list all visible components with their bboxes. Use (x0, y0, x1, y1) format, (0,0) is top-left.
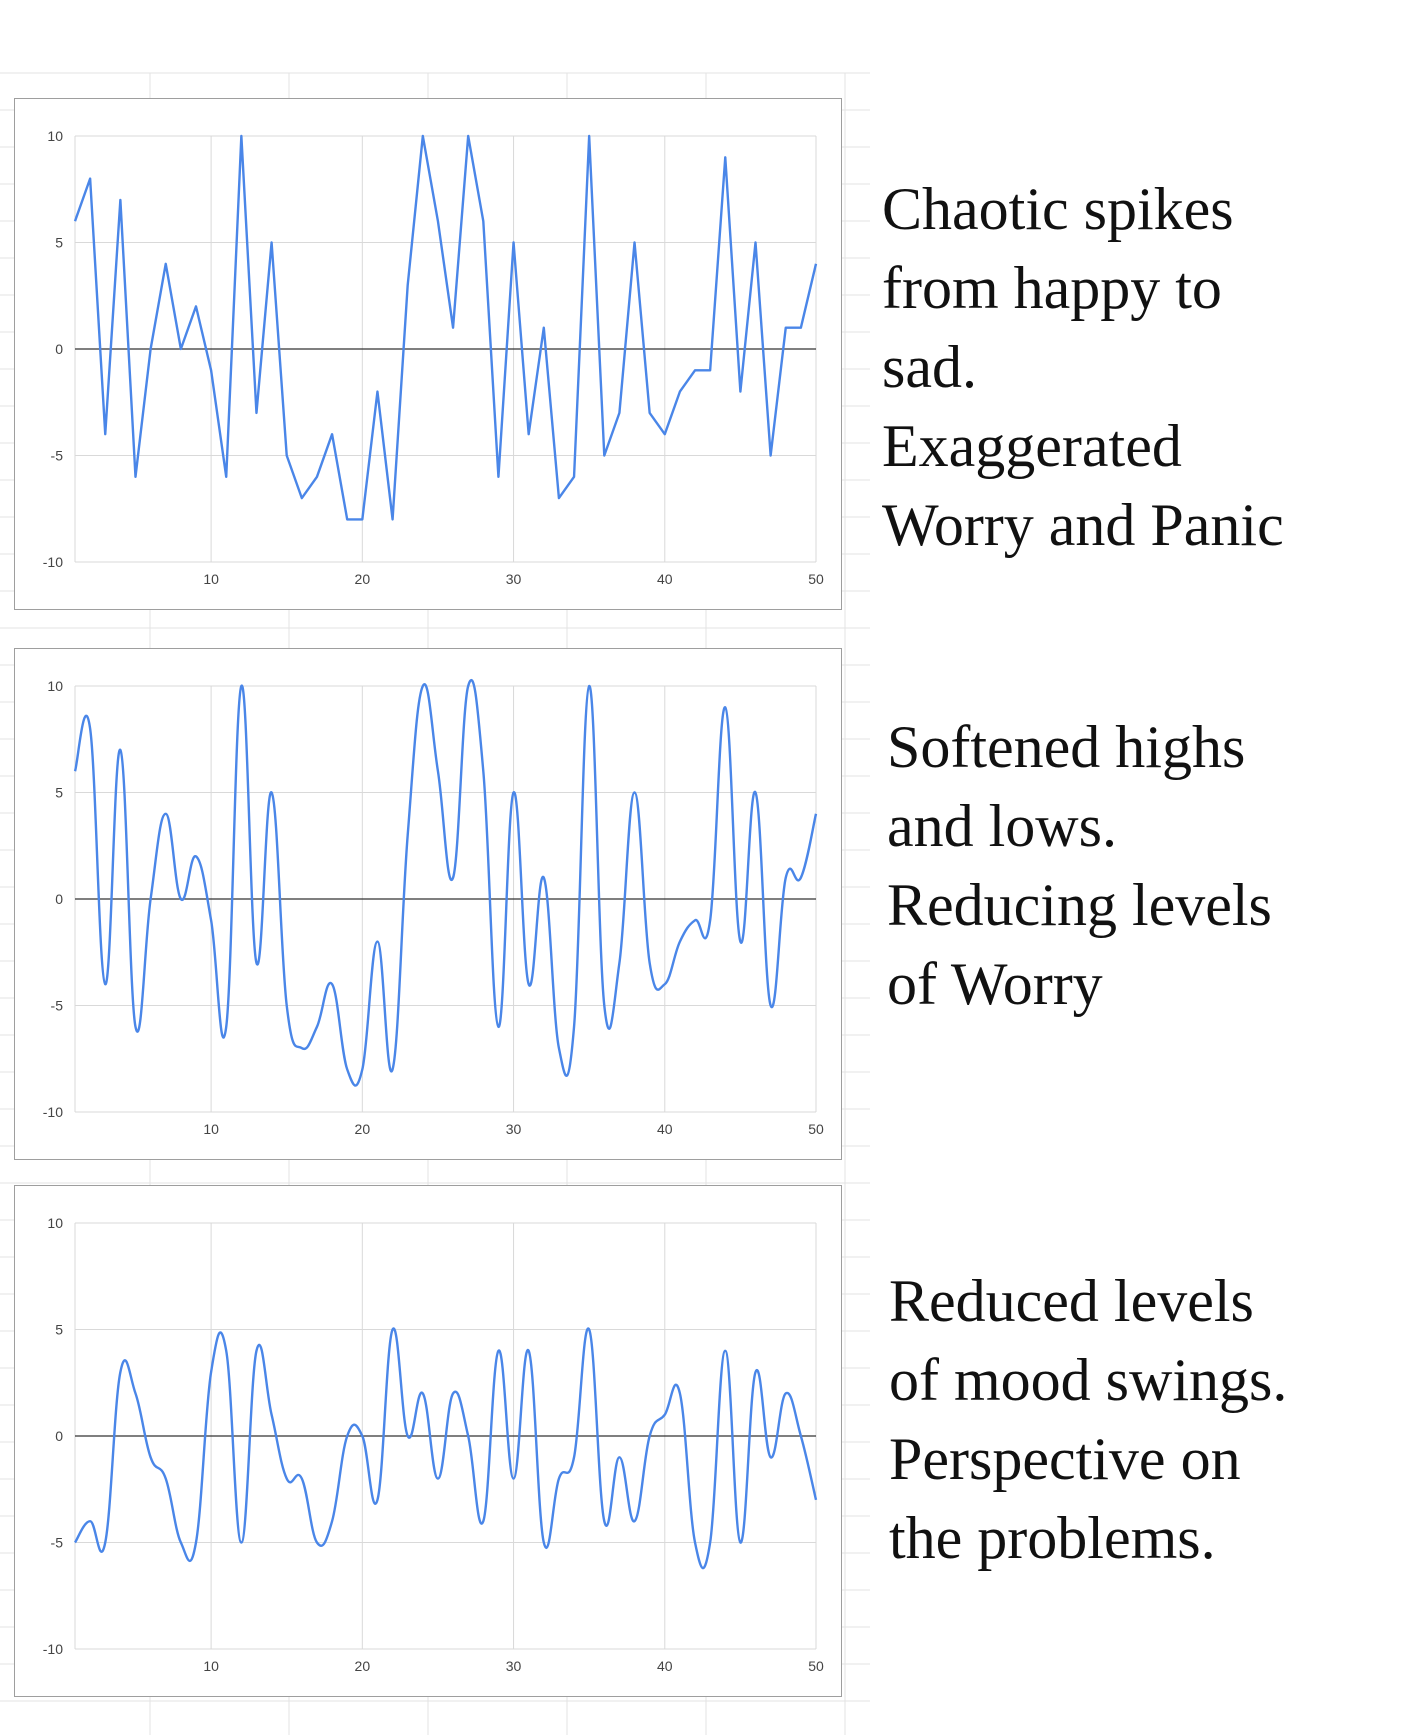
y-tick-label: -5 (51, 448, 64, 464)
series-line (73, 134, 818, 521)
x-tick-label: 50 (808, 1658, 824, 1674)
chart-panel-chaotic[interactable]: 10 20 30 40 50 10 5 0 -5 -10 (14, 98, 842, 610)
chart-panel-reduced[interactable]: 10 20 30 40 50 10 5 0 -5 -10 (14, 1185, 842, 1697)
x-tick-label: 40 (657, 571, 673, 587)
caption-line: from happy to (882, 255, 1222, 321)
y-tick-label: -10 (43, 1104, 63, 1120)
caption-line: and lows. (887, 793, 1117, 859)
y-tick-label: -10 (43, 554, 63, 570)
y-tick-label: 0 (55, 1428, 63, 1444)
caption-reduced: Reduced levels of mood swings. Perspecti… (889, 1262, 1287, 1578)
x-tick-label: 30 (506, 571, 522, 587)
y-tick-label: 5 (55, 1322, 63, 1338)
y-tick-label: 5 (55, 785, 63, 801)
x-tick-label: 40 (657, 1658, 673, 1674)
y-tick-label: 10 (47, 128, 63, 144)
x-tick-label: 50 (808, 571, 824, 587)
caption-line: Reducing levels (887, 872, 1272, 938)
x-tick-label: 20 (355, 1121, 371, 1137)
chart-panel-softened[interactable]: 10 20 30 40 50 10 5 0 -5 -10 (14, 648, 842, 1160)
x-tick-label: 10 (203, 1121, 219, 1137)
x-tick-label: 50 (808, 1121, 824, 1137)
y-tick-label: -5 (51, 998, 64, 1014)
caption-line: Chaotic spikes (882, 176, 1234, 242)
y-tick-label: -5 (51, 1535, 64, 1551)
caption-softened: Softened highs and lows. Reducing levels… (887, 708, 1272, 1024)
caption-chaotic: Chaotic spikes from happy to sad. Exagge… (882, 170, 1284, 565)
caption-line: Worry and Panic (882, 492, 1284, 558)
y-tick-label: 10 (47, 678, 63, 694)
y-tick-label: -10 (43, 1641, 63, 1657)
series-line (73, 1327, 818, 1570)
x-tick-label: 30 (506, 1658, 522, 1674)
caption-line: of Worry (887, 951, 1103, 1017)
y-tick-label: 5 (55, 235, 63, 251)
caption-line: the problems. (889, 1505, 1216, 1571)
caption-line: sad. (882, 334, 977, 400)
y-tick-label: 10 (47, 1215, 63, 1231)
caption-line: of mood swings. (889, 1347, 1288, 1413)
y-tick-label: 0 (55, 341, 63, 357)
x-tick-label: 10 (203, 571, 219, 587)
x-tick-label: 40 (657, 1121, 673, 1137)
x-tick-label: 20 (355, 1658, 371, 1674)
caption-line: Exaggerated (882, 413, 1182, 479)
x-tick-label: 10 (203, 1658, 219, 1674)
x-tick-label: 30 (506, 1121, 522, 1137)
caption-line: Softened highs (887, 714, 1246, 780)
caption-line: Perspective on (889, 1426, 1241, 1492)
caption-line: Reduced levels (889, 1268, 1254, 1334)
series-line (73, 678, 818, 1087)
x-tick-label: 20 (355, 571, 371, 587)
y-tick-label: 0 (55, 891, 63, 907)
